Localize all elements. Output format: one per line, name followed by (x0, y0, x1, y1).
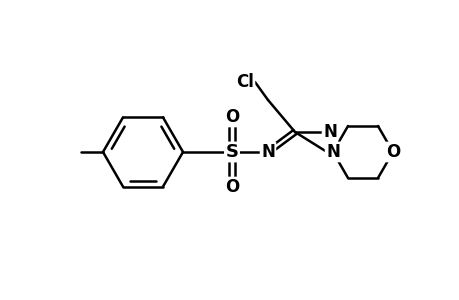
Text: S: S (225, 143, 238, 161)
Text: O: O (224, 108, 239, 126)
Text: N: N (325, 143, 339, 161)
Text: N: N (322, 123, 336, 141)
Text: N: N (261, 143, 274, 161)
Text: Cl: Cl (235, 73, 253, 91)
Text: O: O (385, 143, 399, 161)
Text: O: O (224, 178, 239, 196)
